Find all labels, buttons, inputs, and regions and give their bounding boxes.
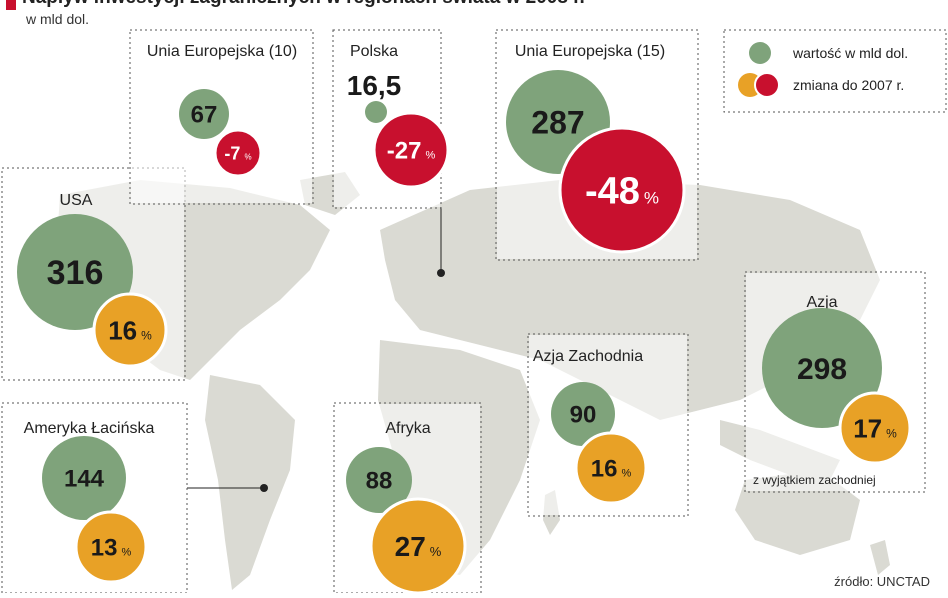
region-6-name: Ameryka Łacińska	[24, 420, 155, 437]
region-3-change-number: -48	[585, 171, 640, 213]
region-4-name: Azja	[806, 294, 837, 311]
map-south-america	[205, 375, 295, 590]
region-3-change-bubble	[558, 126, 686, 254]
map-new-zealand	[870, 540, 890, 575]
region-2-change-unit: %	[425, 150, 435, 162]
region-4-value-bubble	[762, 308, 882, 428]
region-7-change-label: 27%	[395, 531, 442, 562]
region-5-change-unit: %	[621, 468, 631, 480]
region-1-name: Unia Europejska (10)	[147, 43, 297, 60]
region-4-note: z wyjątkiem zachodniej	[753, 473, 876, 487]
region-0-value-label: 316	[47, 254, 104, 292]
connector-latam-dot	[260, 484, 268, 492]
source-note: źródło: UNCTAD	[834, 574, 930, 589]
region-6-panel: Ameryka Łacińska 144 13%	[1, 402, 188, 594]
region-0-change-unit: %	[141, 328, 152, 342]
region-1-change-unit: %	[244, 152, 251, 161]
region-7-value-bubble	[346, 447, 412, 513]
region-1-change-number: -7	[224, 143, 240, 163]
region-5-panel: Azja Zachodnia 90 16%	[527, 333, 689, 517]
region-3-change-label: -48%	[585, 171, 659, 213]
chart-subtitle: w mld dol.	[26, 11, 90, 27]
region-5-name: Azja Zachodnia	[533, 348, 643, 365]
region-2-frame	[332, 29, 442, 209]
map-australia	[735, 470, 860, 555]
legend-change-label: zmiana do 2007 r.	[793, 77, 904, 93]
region-5-frame	[527, 333, 689, 517]
region-0-change-bubble	[92, 292, 168, 368]
legend-value-label: wartość w mld dol.	[792, 45, 908, 61]
region-2-value-bubble	[365, 101, 387, 123]
region-3-change-unit: %	[644, 189, 659, 208]
region-1-change-label: -7%	[224, 143, 251, 163]
region-7-panel: Afryka 88 27%	[333, 402, 482, 595]
region-6-frame	[1, 402, 188, 594]
region-6-value-label: 144	[64, 466, 105, 493]
region-5-change-number: 16	[591, 456, 618, 483]
connector-polska-dot	[437, 269, 445, 277]
region-0-name: USA	[60, 192, 93, 209]
region-5-change-bubble	[574, 431, 648, 505]
region-2-change-number: -27	[387, 138, 422, 165]
region-2-panel: Polska 16,5 -27%	[332, 29, 450, 209]
region-2-change-bubble	[372, 111, 450, 189]
region-6-value-bubble	[42, 436, 126, 520]
region-0-frame	[1, 167, 186, 381]
region-6-change-number: 13	[91, 535, 118, 562]
legend: wartość w mld dol. zmiana do 2007 r.	[723, 29, 947, 113]
chart-title: Napływ inwestycji zagranicznych w region…	[22, 0, 585, 9]
region-5-value-label: 90	[570, 402, 597, 429]
region-1-value-label: 67	[191, 102, 218, 129]
region-7-name: Afryka	[385, 420, 430, 437]
region-7-change-number: 27	[395, 531, 426, 562]
region-3-value-label: 287	[531, 105, 584, 141]
region-2-change-label: -27%	[387, 138, 436, 165]
region-2-value-label: 16,5	[347, 70, 402, 101]
title-marker	[6, 0, 16, 10]
region-7-value-label: 88	[366, 468, 393, 495]
region-1-value-bubble	[179, 89, 229, 139]
region-3-frame	[495, 29, 699, 261]
region-0-change-label: 16%	[108, 315, 152, 345]
region-2-name: Polska	[350, 43, 398, 60]
region-5-value-bubble	[551, 382, 615, 446]
region-4-change-unit: %	[886, 426, 897, 440]
region-1-change-bubble	[213, 128, 263, 178]
region-1-frame	[129, 29, 314, 205]
legend-negative-swatch	[754, 72, 780, 98]
region-6-change-bubble	[74, 510, 148, 584]
region-1-panel: Unia Europejska (10) 67 -7%	[129, 29, 314, 205]
region-3-name: Unia Europejska (15)	[515, 43, 665, 60]
connector-lines	[187, 208, 445, 492]
region-0-change-number: 16	[108, 315, 137, 345]
region-4-change-bubble	[838, 391, 912, 465]
region-4-value-label: 298	[797, 353, 847, 386]
region-7-change-unit: %	[430, 544, 442, 559]
region-6-change-unit: %	[121, 547, 131, 559]
region-3-panel: Unia Europejska (15) 287-48%	[495, 29, 699, 261]
legend-frame	[723, 29, 947, 113]
region-4-change-label: 17%	[853, 413, 897, 443]
region-4-change-number: 17	[853, 413, 882, 443]
region-6-change-label: 13%	[91, 535, 132, 562]
legend-value-swatch	[749, 42, 771, 64]
region-0-value-bubble	[17, 214, 133, 330]
region-4-frame	[744, 271, 926, 493]
region-5-change-label: 16%	[591, 456, 632, 483]
